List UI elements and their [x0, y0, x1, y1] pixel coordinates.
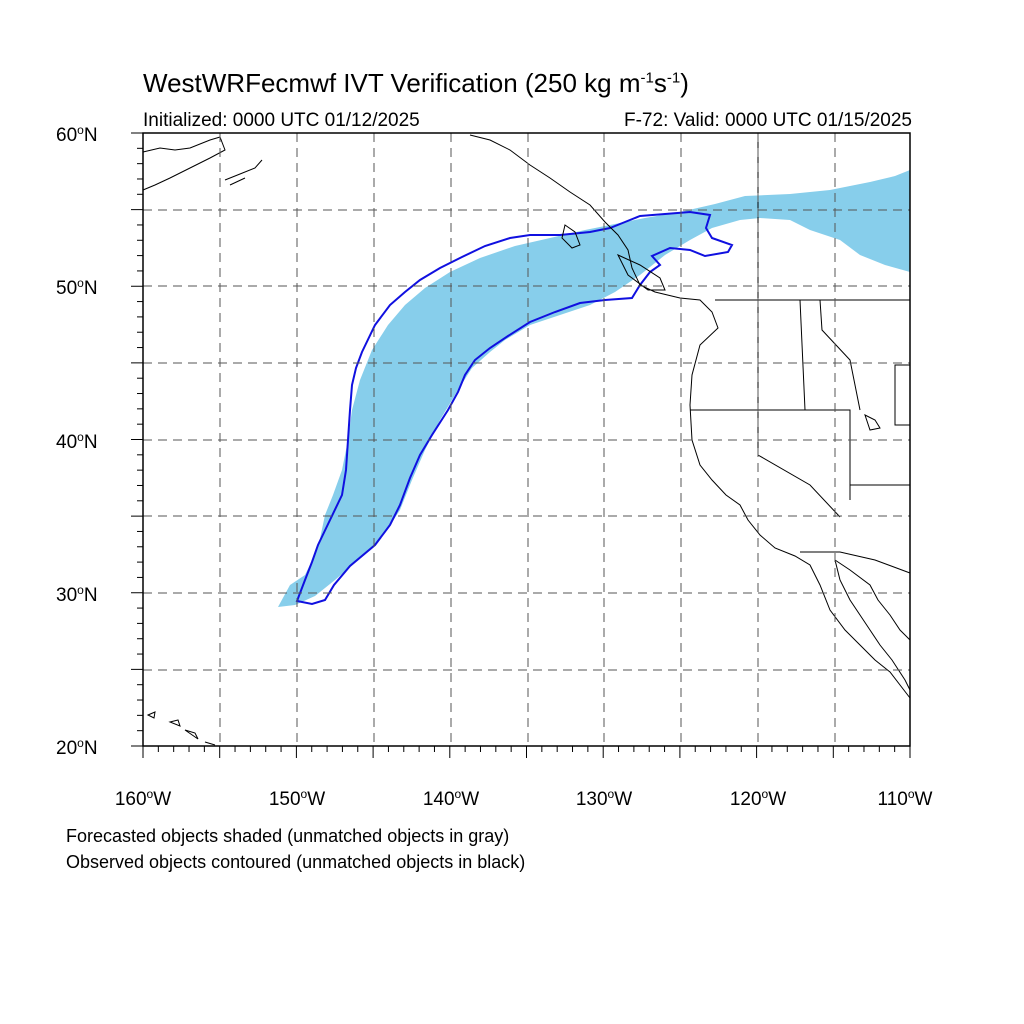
coastlines: [142, 134, 911, 746]
lakes: [864, 414, 881, 431]
footnote-observed: Observed objects contoured (unmatched ob…: [66, 852, 526, 872]
lon-label-110w: 110oW: [877, 787, 933, 810]
observed-object-main: [295, 210, 734, 606]
graticule: [143, 133, 910, 746]
alaska-coast: [142, 136, 226, 191]
lat-label-30: 30oN: [56, 583, 98, 606]
initialized-time: Initialized: 0000 UTC 01/12/2025: [143, 110, 420, 131]
lat-label-40: 40oN: [56, 430, 98, 453]
footnote-forecast: Forecasted objects shaded (unmatched obj…: [66, 826, 510, 846]
baja-peninsula: [834, 559, 911, 691]
hawaii-islands: [146, 711, 216, 746]
observed-objects: [295, 210, 734, 606]
alaska-islands: [224, 159, 263, 186]
haida-gwaii: [561, 224, 581, 249]
lat-label-60: 60oN: [56, 123, 98, 146]
bc-alaska-coast: [469, 134, 911, 699]
map-title: WestWRFecmwf IVT Verification (250 kg m-…: [143, 68, 689, 98]
lon-label-150w: 150oW: [268, 787, 326, 810]
forecast-object-main: [278, 170, 910, 607]
lat-label-50: 50oN: [56, 276, 98, 299]
tick-marks: [131, 132, 911, 758]
lon-label-140w: 140oW: [422, 787, 480, 810]
vancouver-island: [616, 253, 666, 291]
lat-label-20: 20oN: [56, 736, 98, 759]
lon-label-130w: 130oW: [575, 787, 633, 810]
lon-label-160w: 160oW: [114, 787, 172, 810]
forecast-objects: [278, 170, 910, 607]
valid-time: F-72: Valid: 0000 UTC 01/15/2025: [624, 110, 912, 131]
lon-label-120w: 120oW: [729, 787, 787, 810]
